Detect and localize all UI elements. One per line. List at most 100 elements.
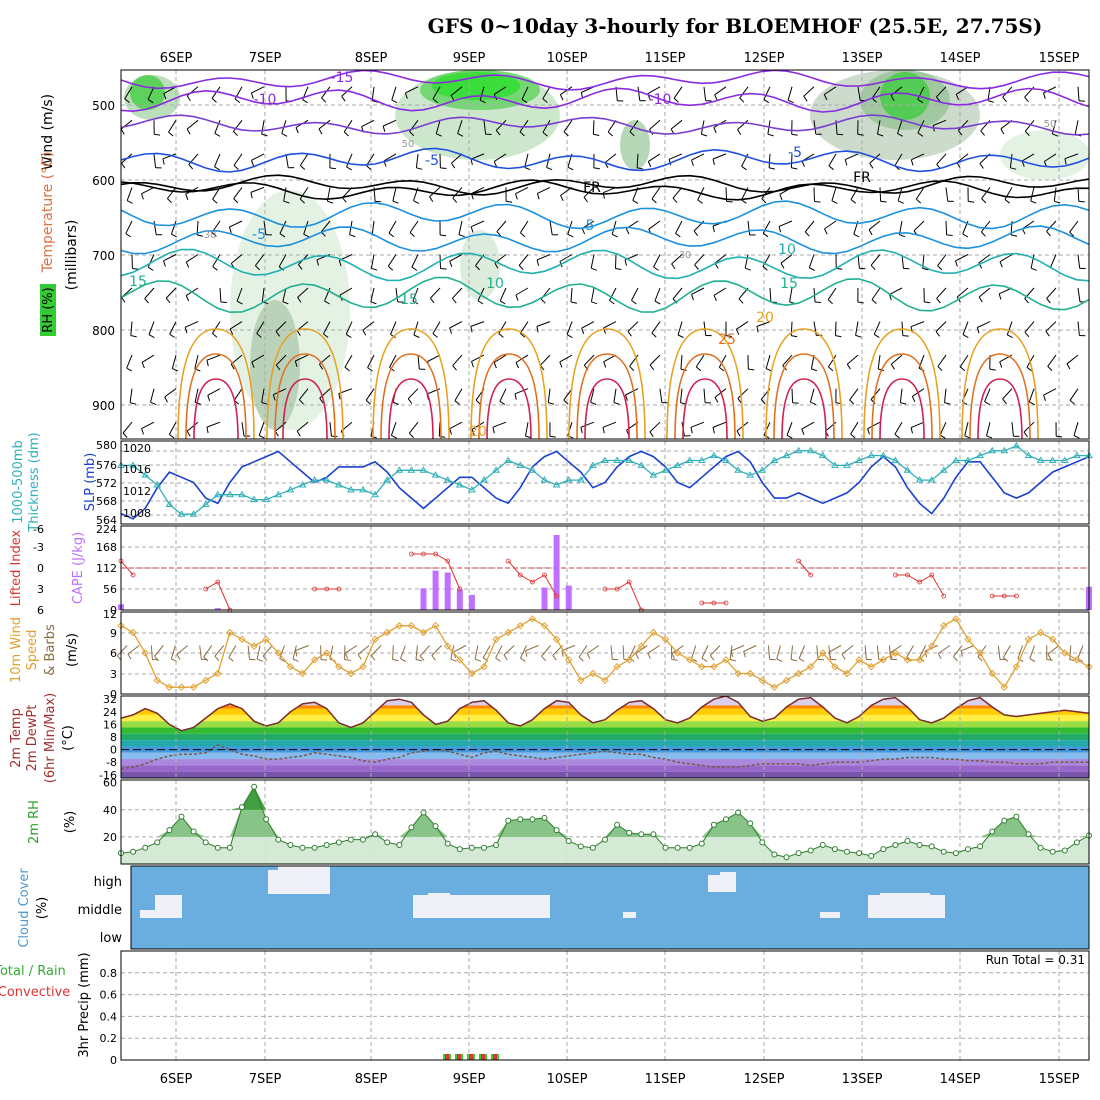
upper-wind-barb bbox=[827, 287, 837, 300]
upper-wind-barb bbox=[712, 158, 715, 166]
wind10-barb bbox=[709, 645, 721, 656]
wind10-barb bbox=[214, 645, 225, 657]
upper-wind-barb bbox=[563, 131, 569, 137]
wind10-barb bbox=[503, 654, 508, 661]
rh2m-point bbox=[202, 839, 209, 846]
upper-wind-barb bbox=[521, 98, 528, 104]
thickness-point bbox=[347, 485, 355, 493]
wind10-speed-point bbox=[758, 676, 767, 685]
date-label-top: 13SEP bbox=[842, 51, 883, 66]
upper-wind-barb bbox=[518, 265, 524, 271]
lifted-index-line bbox=[798, 560, 812, 576]
wind10-speed-point bbox=[153, 676, 162, 685]
upper-wind-barb bbox=[165, 287, 177, 299]
upper-wind-barb bbox=[1043, 388, 1057, 396]
upper-wind-barb bbox=[1064, 158, 1067, 165]
wind10-barb bbox=[671, 653, 676, 659]
upper-wind-barb bbox=[349, 234, 356, 238]
upper-wind-barb bbox=[282, 287, 287, 302]
wind10-barb bbox=[889, 645, 902, 654]
upper-wind-barb bbox=[846, 363, 851, 370]
wind10-barb bbox=[960, 650, 963, 657]
rh2m-point bbox=[335, 839, 342, 846]
contour-label: 15 bbox=[400, 292, 418, 308]
date-label-bottom: 15SEP bbox=[1039, 1072, 1080, 1087]
rh-shading bbox=[620, 120, 650, 170]
wind10-ytick: 12 bbox=[103, 608, 117, 621]
upper-wind-barb bbox=[170, 220, 177, 235]
upper-wind-barb bbox=[956, 162, 961, 168]
thickness-point bbox=[383, 476, 392, 483]
cape-bar bbox=[214, 608, 221, 610]
upper-wind-barb bbox=[163, 254, 177, 262]
wind10-speed-point bbox=[456, 656, 464, 664]
upper-wind-barb bbox=[499, 388, 507, 402]
upper-wind-barb bbox=[1046, 298, 1051, 304]
precip-ytick: 0 bbox=[110, 1054, 117, 1067]
thickness-point bbox=[746, 471, 755, 478]
upper-wind-barb bbox=[282, 301, 289, 305]
upper-wind-barb bbox=[255, 265, 260, 271]
upper-wind-barb bbox=[791, 388, 794, 403]
upper-wind-barb bbox=[1004, 187, 1013, 200]
upper-wind-barb bbox=[256, 321, 265, 334]
upper-wind-barb bbox=[981, 198, 987, 204]
wind10-speed-point bbox=[649, 628, 658, 637]
wind10-speed-point bbox=[952, 615, 960, 623]
upper-wind-barb bbox=[726, 200, 733, 203]
upper-wind-barb bbox=[495, 130, 501, 136]
upper-wind-barb bbox=[945, 187, 949, 202]
upper-wind-barb bbox=[680, 388, 683, 403]
upper-wind-barb bbox=[651, 332, 657, 338]
upper-wind-barb bbox=[1054, 200, 1061, 204]
rh2m-point bbox=[1037, 844, 1044, 851]
rh2m-ytick: 40 bbox=[103, 804, 117, 817]
upper-wind-barb bbox=[844, 159, 848, 166]
upper-wind-barb bbox=[1077, 287, 1081, 302]
upper-wind-barb bbox=[188, 164, 194, 170]
upper-wind-barb bbox=[899, 388, 903, 403]
upper-wind-barb bbox=[671, 263, 676, 270]
upper-wind-barb bbox=[470, 226, 474, 233]
wind10-speed-point bbox=[528, 615, 537, 623]
rh2m-point bbox=[239, 804, 245, 811]
lifted-index-point bbox=[929, 572, 935, 578]
upper-wind-barb bbox=[910, 427, 913, 434]
upper-wind-barb bbox=[869, 163, 874, 169]
upper-wind-barb bbox=[168, 421, 177, 435]
upper-wind-barb bbox=[169, 333, 175, 338]
upper-wind-barb bbox=[162, 158, 165, 165]
precip-ytick: 0.8 bbox=[100, 967, 118, 980]
upper-wind-barb bbox=[803, 86, 815, 97]
upper-wind-barb bbox=[278, 266, 285, 271]
upper-wind-barb bbox=[1069, 231, 1075, 237]
temperature-contour bbox=[120, 69, 1090, 91]
cape-label-cape: CAPE (J/kg) bbox=[71, 532, 86, 604]
upper-wind-barb bbox=[850, 433, 856, 439]
wind10-speed-point bbox=[540, 621, 549, 630]
thickness-point bbox=[177, 510, 186, 517]
cloud-block bbox=[428, 893, 450, 918]
upper-wind-barb bbox=[436, 133, 442, 137]
upper-wind-barb bbox=[194, 388, 199, 403]
wind10-speed-point bbox=[516, 621, 525, 630]
thickness-point bbox=[504, 456, 513, 464]
upper-wind-barb bbox=[343, 120, 353, 133]
thickness-ytick: 580 bbox=[96, 439, 117, 452]
upper-wind-barb bbox=[690, 427, 693, 434]
upper-wind-barb bbox=[879, 187, 882, 202]
upper-wind-barb bbox=[279, 233, 286, 238]
upper-wind-barb bbox=[540, 298, 546, 304]
wind10-barb bbox=[1047, 645, 1060, 655]
wind10-speed-point bbox=[274, 649, 283, 657]
lifted-index-point bbox=[808, 572, 814, 578]
lifted-index-point bbox=[602, 586, 608, 592]
upper-wind-barb bbox=[141, 362, 145, 369]
temperature-contour bbox=[185, 353, 247, 440]
upper-wind-barb bbox=[718, 366, 725, 372]
upper-wind-barb bbox=[417, 355, 420, 370]
upper-wind-barb bbox=[984, 388, 991, 402]
upper-wind-barb bbox=[976, 327, 980, 334]
upper-wind-barb bbox=[713, 295, 717, 301]
upper-wind-barb bbox=[939, 421, 947, 436]
